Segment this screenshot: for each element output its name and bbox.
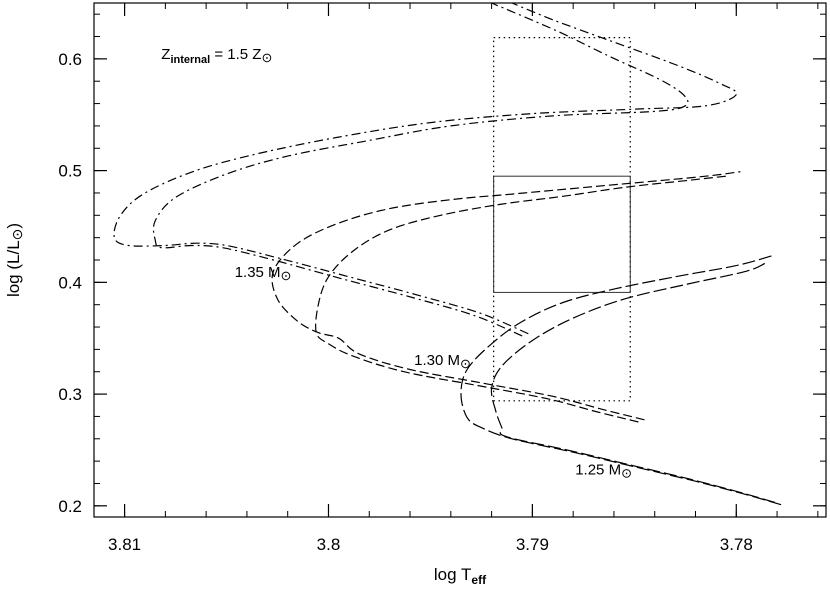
solid-box xyxy=(493,175,631,293)
track-1-35 xyxy=(113,2,738,335)
axis-ticks xyxy=(94,3,826,517)
x-tick-label: 3.78 xyxy=(720,535,753,554)
y-tick-label: 0.6 xyxy=(58,50,82,69)
annotation-zinternal: Zinternal = 1.5 Z⊙ xyxy=(161,46,272,66)
plot-frame xyxy=(93,2,827,518)
y-tick-label: 0.3 xyxy=(58,385,82,404)
track-1-35 xyxy=(152,2,689,337)
x-tick-label: 3.79 xyxy=(516,535,549,554)
track-1-30 xyxy=(315,175,727,423)
tick-labels: 3.81 3.8 3.79 3.78 0.2 0.3 0.4 0.5 0.6 xyxy=(58,50,752,554)
annotations: Zinternal = 1.5 Z⊙ 1.35 M⊙ 1.30 M⊙ 1.25 M⊙ xyxy=(161,46,632,481)
y-tick-label: 0.5 xyxy=(58,162,82,181)
x-tick-label: 3.8 xyxy=(317,535,341,554)
track-1-30 xyxy=(271,171,741,421)
y-tick-label: 0.4 xyxy=(58,273,82,292)
annotation-m130: 1.30 M⊙ xyxy=(414,352,471,371)
annotation-m125: 1.25 M⊙ xyxy=(575,462,632,481)
x-tick-label: 3.81 xyxy=(108,535,141,554)
track-1-25 xyxy=(460,254,782,506)
y-axis-label: log (L/L⊙) xyxy=(4,223,25,297)
x-axis-label: log Teff xyxy=(434,565,487,586)
evolutionary-tracks xyxy=(113,2,782,506)
y-tick-label: 0.2 xyxy=(58,497,82,516)
annotation-m135: 1.35 M⊙ xyxy=(235,264,292,283)
dotted-box xyxy=(493,37,631,402)
track-1-25 xyxy=(490,261,776,504)
selection-boxes xyxy=(493,37,631,402)
